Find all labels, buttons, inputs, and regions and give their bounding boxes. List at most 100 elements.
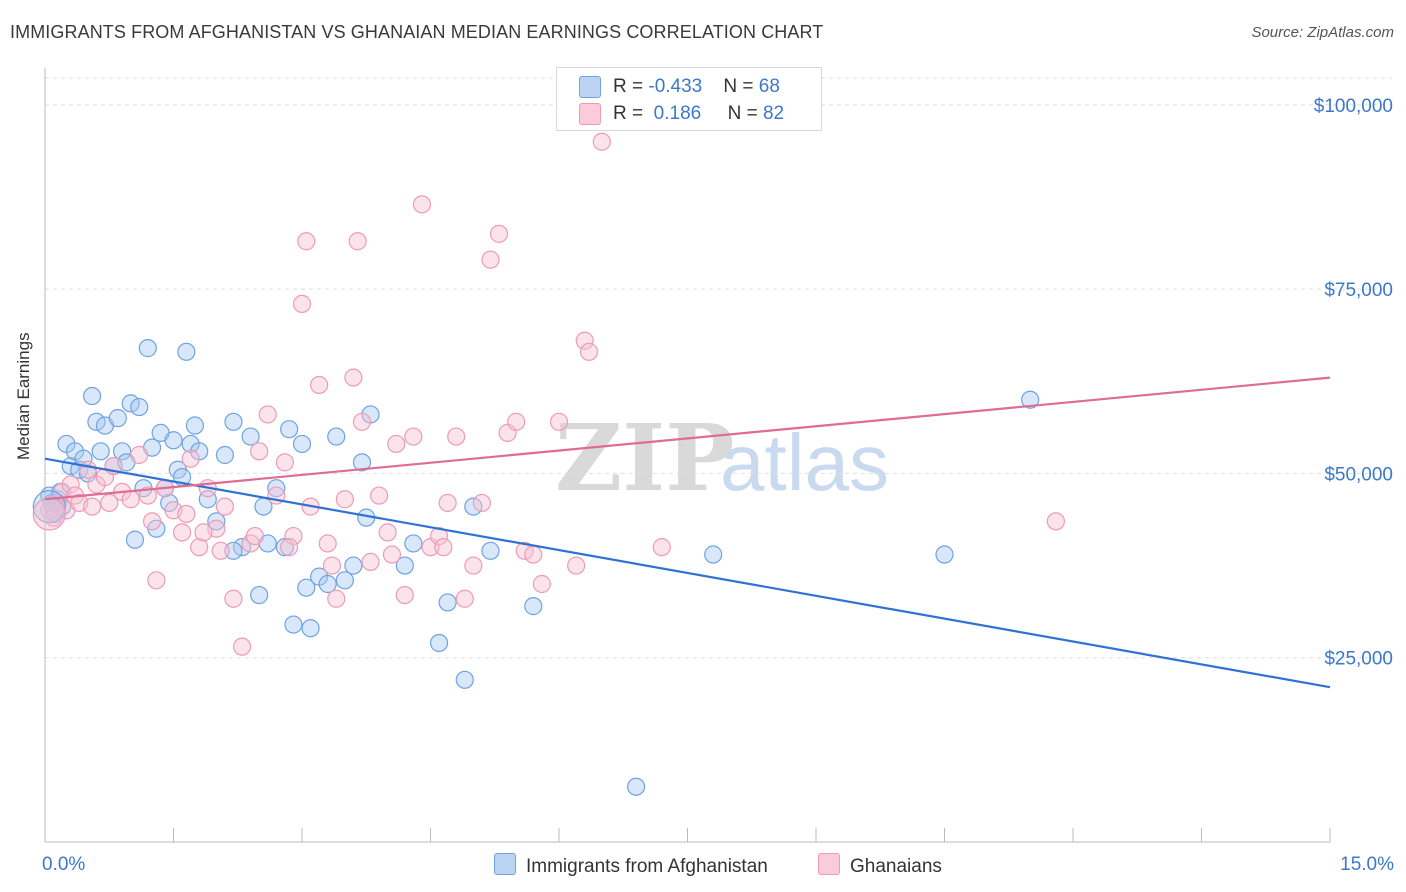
bottom-legend-afghanistan: Immigrants from Afghanistan	[494, 853, 768, 878]
legend-swatch-afghanistan	[579, 76, 601, 98]
ghanaians-point	[438, 493, 457, 513]
afghanistan-trend-line	[44, 457, 1331, 689]
afghanistan-point	[130, 397, 149, 417]
afghanistan-point	[125, 530, 145, 549]
ghanaians-point	[481, 250, 500, 269]
ghanaians-point	[258, 405, 277, 424]
ghanaians-point	[232, 637, 252, 656]
ghanaians-point	[455, 589, 474, 608]
legend-swatch-ghanaians	[579, 103, 601, 125]
ghanaians-point	[284, 526, 303, 546]
ghanaians-point	[322, 556, 342, 575]
afghanistan-point	[455, 670, 474, 689]
legend-r-value: 0.186	[653, 103, 702, 124]
watermark-atlas: atlas	[720, 418, 889, 507]
legend-n-value: 82	[762, 103, 785, 124]
afghanistan-point	[74, 449, 93, 468]
ghanaians-point	[348, 232, 367, 251]
ghanaians-point	[190, 538, 209, 557]
ghanaians-point	[429, 526, 449, 546]
afghanistan-point	[241, 427, 260, 446]
ghanaians-point	[549, 412, 569, 431]
legend-r-value: -0.433	[648, 76, 703, 97]
ghanaians-point	[1046, 512, 1065, 531]
afghanistan-point	[1021, 390, 1040, 409]
afghanistan-point	[481, 541, 500, 560]
ghanaians-point	[652, 538, 671, 557]
afghanistan-point	[292, 434, 312, 454]
afghanistan-point	[626, 777, 646, 796]
afghanistan-point	[335, 571, 354, 590]
stats-legend: R = -0.433 N = 68 R = 0.186 N = 82	[556, 67, 822, 131]
ghanaians-point	[245, 526, 264, 546]
x-tick-label: 15.0%	[1340, 854, 1394, 875]
ghanaians-point	[404, 427, 423, 446]
chart-source: Source: ZipAtlas.com	[1251, 24, 1394, 41]
ghanaians-point	[100, 493, 119, 513]
ghanaians-point	[310, 375, 329, 395]
afghanistan-point	[344, 556, 363, 575]
ghanaians-point	[579, 342, 599, 361]
ghanaians-point	[280, 538, 299, 557]
ghanaians-point	[472, 493, 491, 513]
bottom-swatch-ghanaians	[818, 853, 840, 875]
ghanaians-point	[318, 534, 337, 553]
ghanaians-point	[83, 497, 102, 516]
afghanistan-point	[301, 619, 320, 638]
ghanaians-point	[387, 434, 406, 454]
ghanaians-point	[370, 486, 389, 505]
ghanaians-point	[275, 453, 294, 472]
ghanaians-point	[344, 368, 363, 387]
ghanaians-point	[194, 523, 213, 542]
ghanaians-point	[524, 545, 543, 564]
afghanistan-point	[112, 442, 132, 461]
ghanaians-point	[297, 232, 316, 251]
legend-n-label: N =	[723, 76, 759, 97]
ghanaians-point	[327, 589, 346, 608]
y-tick-label: $25,000	[1324, 649, 1393, 670]
ghanaians-point	[464, 556, 483, 575]
y-tick-label: $100,000	[1314, 96, 1393, 117]
bottom-legend-ghanaians: Ghanaians	[818, 853, 942, 878]
legend-n-value: 68	[758, 76, 780, 97]
ghanaians-point	[361, 552, 380, 571]
ghanaians-point	[142, 512, 162, 531]
ghanaians-point	[250, 442, 269, 461]
ghanaians-point	[224, 589, 243, 608]
ghanaians-point	[177, 504, 196, 524]
ghanaians-point	[215, 497, 234, 516]
bottom-legend-label: Immigrants from Afghanistan	[526, 856, 768, 877]
bottom-legend-label: Ghanaians	[850, 856, 942, 877]
afghanistan-point	[318, 574, 337, 594]
ghanaians-point	[447, 427, 466, 446]
ghanaians-point	[78, 460, 97, 479]
ghanaians-point	[489, 224, 509, 243]
afghanistan-point	[250, 585, 269, 605]
afghanistan-point	[207, 512, 226, 531]
ghanaians-point	[412, 195, 432, 214]
ghanaians-trend-line	[44, 376, 1331, 501]
bottom-swatch-afghanistan	[494, 853, 516, 875]
ghanaians-point	[181, 449, 200, 468]
ghanaians-point	[138, 486, 157, 505]
afghanistan-point	[267, 479, 286, 498]
ghanaians-point	[378, 523, 397, 542]
ghanaians-point	[292, 294, 312, 313]
ghanaians-point	[434, 538, 453, 557]
ghanaians-point	[172, 523, 192, 542]
legend-r-label: R =	[613, 103, 649, 124]
afghanistan-point	[280, 420, 299, 439]
afghanistan-point	[935, 545, 954, 564]
afghanistan-point	[704, 545, 723, 564]
ghanaians-point	[121, 490, 140, 509]
ghanaians-point	[575, 331, 594, 350]
afghanistan-point	[224, 541, 243, 560]
ghanaians-point	[147, 571, 166, 590]
ghanaians-point	[32, 497, 66, 531]
afghanistan-point	[108, 409, 127, 428]
ghanaians-point	[567, 556, 586, 575]
afghanistan-point	[164, 431, 183, 450]
afghanistan-point	[524, 597, 543, 616]
afghanistan-point	[185, 416, 205, 435]
